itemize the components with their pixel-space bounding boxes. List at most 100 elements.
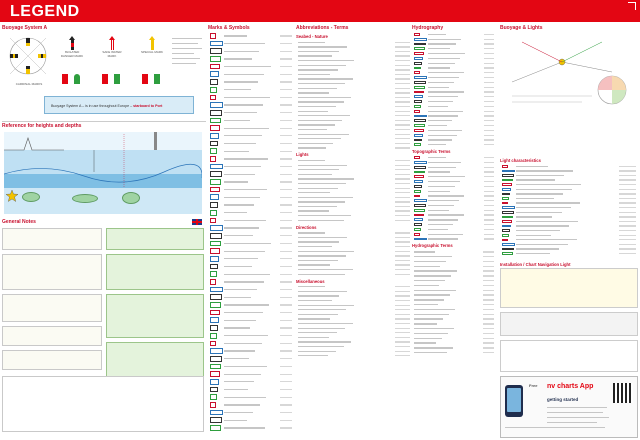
legend-text-line-right: [395, 60, 410, 62]
legend-text-line-right: [484, 62, 494, 64]
safe-water-label: SAFE WATER MARK: [102, 50, 122, 58]
legend-symbol-icon: [210, 394, 217, 400]
legend-symbol-icon: [414, 133, 423, 137]
corner-mark-icon: [628, 2, 636, 10]
legend-text-line-right: [395, 187, 410, 189]
legend-symbol-icon: [210, 417, 222, 424]
legend-text-line: [414, 352, 448, 354]
legend-text-line: [428, 48, 451, 50]
legend-text-line: [516, 220, 579, 223]
legend-row: [412, 336, 496, 341]
legend-text-line: [298, 147, 326, 149]
legend-text-line: [414, 328, 455, 330]
qr-code-icon[interactable]: [613, 383, 633, 403]
legend-symbol-icon: [502, 233, 509, 237]
legend-row: [208, 309, 294, 317]
abbr-list-misc: [296, 285, 412, 359]
app-promo-box[interactable]: Free nv charts App getting started: [500, 376, 638, 438]
legend-row: [412, 56, 496, 61]
legend-text-line-right: [395, 219, 410, 221]
legend-text-line: [414, 260, 446, 263]
topo-list: [412, 155, 496, 241]
legend-row: [412, 312, 496, 317]
legend-row: [412, 170, 496, 175]
legend-text-line: [516, 179, 556, 181]
legend-text-line: [428, 228, 448, 231]
legend-symbol-icon: [210, 325, 218, 331]
legend-row: [412, 165, 496, 170]
legend-symbol-icon: [210, 117, 221, 124]
legend-text-line: [298, 182, 346, 185]
legend-text-line-right: [484, 238, 494, 240]
legend-text-line: [224, 96, 270, 99]
legend-row: [412, 198, 496, 203]
legend-row: [412, 264, 496, 269]
legend-symbol-icon: [414, 208, 425, 212]
legend-text-line-right: [482, 275, 494, 277]
hydro-title: Hydrography: [412, 25, 444, 31]
legend-text-line-right: [395, 313, 410, 316]
legend-text-line-right: [484, 33, 494, 36]
legend-symbol-icon: [502, 215, 513, 219]
island-shape-3: [122, 192, 140, 204]
legend-text-line-right: [279, 296, 292, 298]
legend-text-line: [224, 196, 260, 198]
legend-text-line-right: [279, 35, 292, 37]
legend-row: [208, 94, 294, 102]
legend-text-line-right: [395, 345, 410, 348]
legend-symbol-icon: [210, 255, 219, 262]
legend-text-line: [298, 101, 344, 103]
legend-text-line: [298, 269, 353, 271]
port-lateral-mark-2: [102, 74, 108, 84]
legend-row: [208, 232, 294, 240]
legend-text-line-right: [395, 336, 410, 339]
legend-symbol-icon: [414, 95, 423, 99]
legend-row: [296, 294, 412, 299]
abbr-sub-directions: Directions: [296, 224, 317, 230]
legend-text-line-right: [618, 225, 636, 227]
legend-row: [500, 219, 638, 224]
legend-text-line-right: [395, 304, 410, 306]
legend-row: [296, 258, 412, 263]
legend-text-line-right: [484, 139, 494, 141]
legend-text-line: [224, 58, 252, 60]
legend-row: [296, 132, 412, 137]
port-lateral-mark-3: [142, 74, 148, 84]
legend-row: [208, 163, 294, 171]
legend-row: [296, 218, 412, 223]
note-box-1: [2, 228, 102, 250]
legend-row: [500, 215, 638, 220]
legend-text-line: [224, 411, 253, 414]
legend-text-line: [224, 265, 252, 268]
legend-row: [412, 302, 496, 307]
legend-text-line-right: [395, 295, 410, 297]
legend-row: [412, 94, 496, 99]
legend-row: [500, 201, 638, 206]
legend-symbol-icon: [414, 109, 420, 113]
legend-text-line-right: [279, 112, 292, 114]
legend-text-line: [516, 230, 561, 232]
legend-text-line: [414, 299, 444, 301]
app-free-label: Free: [529, 383, 538, 388]
legend-text-line: [298, 336, 330, 339]
island-shape: [22, 192, 40, 202]
legend-text-line: [298, 318, 331, 320]
footnote-text-box: [2, 376, 204, 432]
legend-row: [500, 247, 638, 252]
legend-row: [208, 424, 294, 432]
legend-text-line-right: [279, 411, 292, 414]
legend-text-line-right: [279, 358, 292, 360]
legend-row: [208, 193, 294, 201]
legend-text-line-right: [395, 73, 410, 76]
legend-row: [208, 55, 294, 63]
legend-row: [412, 203, 496, 208]
legend-row: [412, 326, 496, 331]
legend-text-line-right: [618, 248, 636, 250]
legend-text-line: [414, 280, 445, 282]
buoyage-column: Buoyage System A ISOLATED DANGER MARK SA…: [2, 24, 206, 438]
legend-row: [412, 42, 496, 47]
legend-row: [208, 178, 294, 186]
legend-row: [412, 217, 496, 222]
legend-row: [296, 163, 412, 168]
legend-text-line-right: [618, 174, 636, 177]
